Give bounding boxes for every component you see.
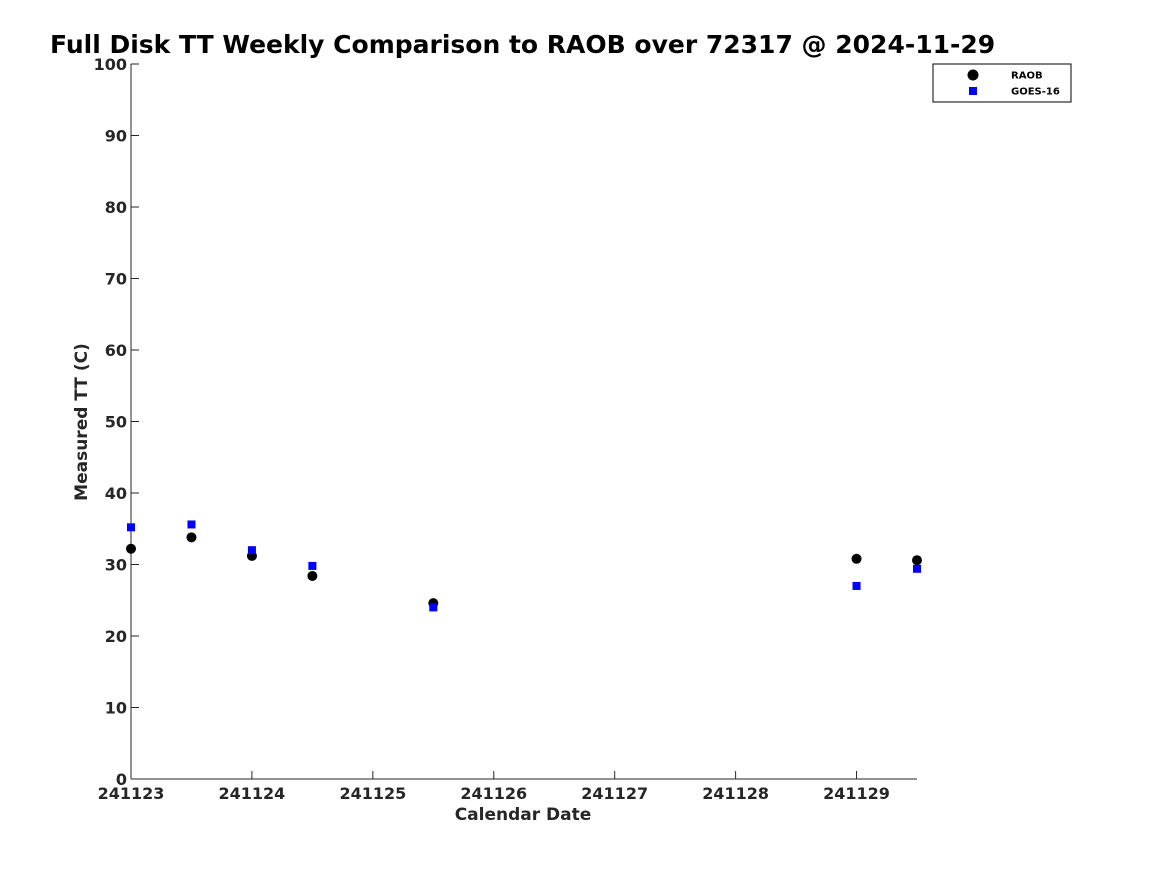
y-axis-label: Measured TT (C) — [72, 343, 92, 501]
y-tick-label: 90 — [105, 127, 127, 146]
y-tick-label: 40 — [105, 484, 127, 503]
x-ticks: 241123 241124 241125 241126 241127 241128 2411… — [98, 771, 890, 803]
x-tick-label: 241126 — [460, 784, 527, 803]
legend-marker-goes16 — [969, 87, 977, 95]
legend-label-goes16: GOES-16 — [1011, 87, 1060, 98]
legend: RAOB GOES-16 — [932, 63, 1072, 103]
y-ticks: 0 10 20 30 40 50 60 70 80 90 100 — [94, 55, 139, 789]
y-tick-label: 70 — [105, 270, 127, 289]
x-tick-label: 241123 — [98, 784, 165, 803]
y-tick-label: 50 — [105, 413, 127, 432]
legend-box — [932, 63, 1072, 103]
point-goes16 — [187, 520, 196, 529]
point-raob — [912, 555, 922, 566]
y-tick-label: 20 — [105, 627, 127, 646]
x-tick-label: 241125 — [339, 784, 406, 803]
x-tick-label: 241127 — [581, 784, 648, 803]
x-axis-label: Calendar Date — [455, 805, 592, 825]
x-tick-label: 241124 — [219, 784, 286, 803]
y-tick-label: 60 — [105, 341, 127, 360]
point-goes16 — [429, 603, 438, 612]
y-tick-label: 80 — [105, 198, 127, 217]
x-tick-label: 241129 — [823, 784, 890, 803]
point-raob — [186, 532, 197, 543]
y-tick-label: 0 — [116, 770, 127, 789]
y-tick-label: 10 — [105, 699, 127, 718]
point-goes16 — [852, 581, 861, 590]
legend-label-raob: RAOB — [1011, 71, 1043, 82]
point-raob — [307, 570, 318, 581]
point-raob — [126, 543, 136, 554]
legend-marker-raob — [967, 69, 979, 81]
y-tick-label: 30 — [105, 556, 127, 575]
chart-title: Full Disk TT Weekly Comparison to RAOB o… — [50, 30, 995, 59]
point-goes16 — [247, 546, 256, 555]
point-raob — [851, 553, 862, 564]
data-points — [126, 520, 922, 612]
y-tick-label: 100 — [94, 55, 127, 74]
x-tick-label: 241128 — [702, 784, 769, 803]
point-goes16 — [308, 561, 317, 570]
point-goes16 — [127, 523, 135, 532]
point-goes16 — [913, 564, 921, 573]
